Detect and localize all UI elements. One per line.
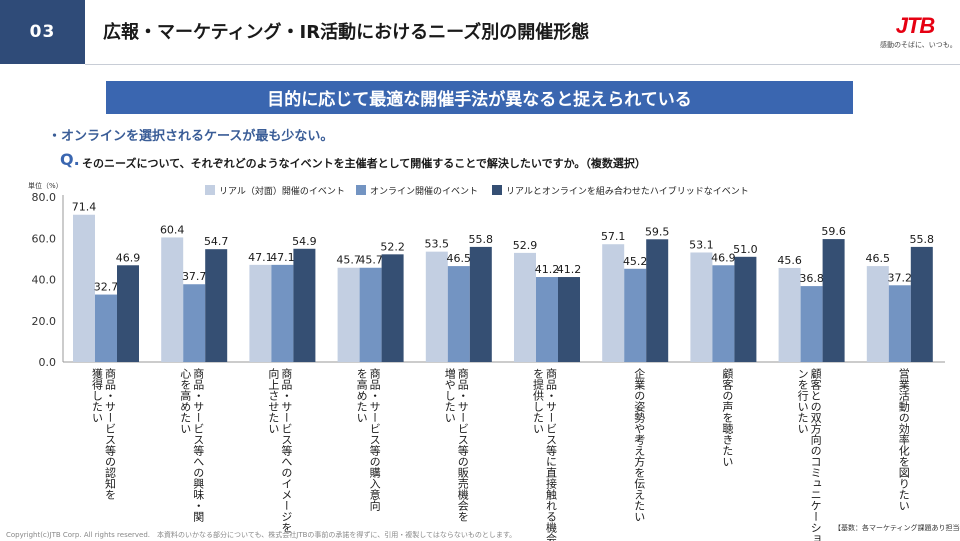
category-label: 商品・サービス等の購入意向を高めたい [355,367,381,511]
logo-mark: JTB [895,13,936,38]
bar [205,249,228,362]
data-label: 41.2 [535,263,560,276]
data-label: 59.6 [821,225,846,238]
bar [778,267,801,362]
section-number: 03 [0,0,85,64]
bar [359,267,382,362]
category-label: 商品・サービス等へのイメージを向上させたい [267,367,293,533]
bar [161,237,184,362]
bar [646,239,669,362]
bar [690,252,713,362]
data-label: 71.4 [72,201,97,214]
bar [558,277,580,362]
sample-base-note: 【基数：各マーケティング課題あり担当者】 [834,524,960,532]
data-label: 46.9 [116,251,141,264]
category-label: 商品・サービス等の認知を獲得したい [91,367,117,500]
question-text: そのニーズについて、それぞれどのようなイベントを主催者として開催することで解決し… [82,157,646,170]
data-label: 41.2 [557,263,582,276]
data-label: 46.9 [711,251,736,264]
bar [602,244,625,362]
data-label: 45.2 [623,255,648,268]
data-label: 45.7 [358,254,383,267]
bar [117,265,139,362]
data-label: 54.9 [292,235,317,248]
bar [734,256,757,362]
category-label: 営業活動の効率化を図りたい [897,367,910,511]
bar [183,284,206,362]
copyright-notice: Copyright(c)JTB Corp. All rights reserve… [6,531,517,539]
category-label: 顧客との双方向のコミュニケーションを行いたい [796,367,822,541]
data-label: 52.9 [513,239,538,252]
data-label: 37.2 [888,271,913,284]
bar [712,265,735,362]
bar [514,252,536,362]
data-label: 37.7 [182,270,207,283]
bar [73,214,95,362]
data-label: 45.6 [777,254,802,267]
category-label: 企業の姿勢や考え方を伝えたい [633,367,646,522]
data-label: 47.1 [270,251,295,264]
bar [249,264,272,362]
data-label: 60.4 [160,223,185,236]
bar [293,248,316,362]
category-label: 商品・サービス等に直接触れる機会を提供したい [532,367,558,541]
data-label: 57.1 [601,230,626,243]
logo-tagline: 感動のそばに、いつも。 [880,41,957,49]
data-label: 46.5 [447,252,472,265]
jtb-logo: JTB 感動のそばに、いつも。 [880,13,957,54]
data-label: 54.7 [204,235,229,248]
bar [447,266,470,362]
title-divider [85,64,960,65]
legend-swatch [205,185,215,195]
category-label: 顧客の声を聴きたい [721,367,734,467]
data-label: 52.2 [380,240,405,253]
bar [381,254,404,362]
y-tick-label: 60.0 [32,232,57,245]
y-tick-label: 40.0 [32,274,57,287]
legend-label: オンライン開催のイベント [370,185,478,197]
data-label: 45.7 [336,254,361,267]
unit-label: 単位（%） [28,181,63,190]
legend-swatch [356,185,366,195]
bar [536,277,558,362]
data-label: 53.1 [689,238,714,251]
data-label: 32.7 [94,281,119,294]
category-label: 商品・サービス等の販売機会を増やしたい [443,367,469,522]
data-label: 51.0 [733,243,758,256]
summary-bullet: ・オンラインを選択されるケースが最も少ない。 [48,129,334,144]
y-tick-label: 0.0 [39,356,57,369]
bar [425,251,448,362]
data-label: 55.8 [469,233,494,246]
bar [822,239,845,362]
data-label: 59.5 [645,225,670,238]
legend-swatch [492,185,502,195]
bar [95,294,117,362]
question-label: Q. [60,150,80,169]
bar [888,285,911,362]
bar [469,246,492,362]
bar [866,266,889,362]
data-label: 47.1 [248,251,273,264]
category-label: 商品・サービス等への興味・関心を高めたい [179,367,205,522]
data-label: 46.5 [866,252,891,265]
bar [337,267,360,362]
key-message-banner: 目的に応じて最適な開催手法が異なると捉えられている [106,81,853,114]
data-label: 55.8 [910,233,935,246]
page-title: 広報・マーケティング・IR活動におけるニーズ別の開催形態 [103,22,590,43]
bar [624,268,647,362]
data-label: 36.8 [799,272,824,285]
y-tick-label: 20.0 [32,315,57,328]
bar [271,264,294,362]
bar [800,286,823,362]
bar [910,246,933,362]
y-tick-label: 80.0 [32,191,57,204]
data-label: 53.5 [425,238,450,251]
legend-label: リアル（対面）開催のイベント [219,185,345,197]
legend-label: リアルとオンラインを組み合わせたハイブリッドなイベント [506,185,749,197]
